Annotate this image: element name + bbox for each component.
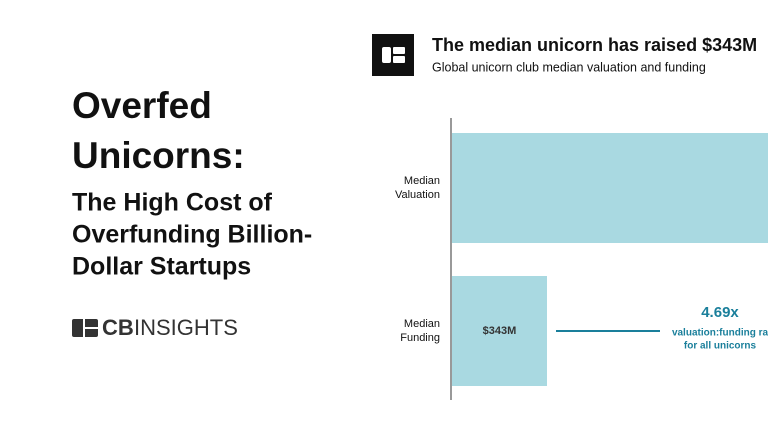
chart-title: The median unicorn has raised $343M [432, 35, 757, 55]
brand-name: INSIGHTS [134, 315, 238, 340]
slide-title: Unicorns: [72, 135, 245, 176]
slide-subtitle: Overfunding Billion- [72, 221, 312, 249]
category-label: Funding [400, 332, 440, 344]
logo-part [382, 47, 391, 63]
category-label: Valuation [395, 189, 440, 201]
chart-logo [372, 34, 414, 76]
brand-name: CB [102, 315, 134, 340]
slide-subtitle: The High Cost of [72, 189, 273, 217]
slide-subtitle: Dollar Startups [72, 253, 251, 281]
bar [452, 276, 547, 386]
logo-part [393, 47, 405, 54]
bar [452, 133, 768, 243]
slide-title: Overfed [72, 85, 212, 126]
category-label: Median [404, 318, 440, 330]
chart-subtitle: Global unicorn club median valuation and… [432, 60, 706, 74]
annotation-value: 4.69x [701, 304, 739, 321]
annotation-text: for all unicorns [684, 341, 757, 352]
logo-part [393, 56, 405, 63]
category-label: Median [404, 175, 440, 187]
annotation-text: valuation:funding ra [672, 328, 768, 339]
value-label: $343M [483, 325, 517, 337]
